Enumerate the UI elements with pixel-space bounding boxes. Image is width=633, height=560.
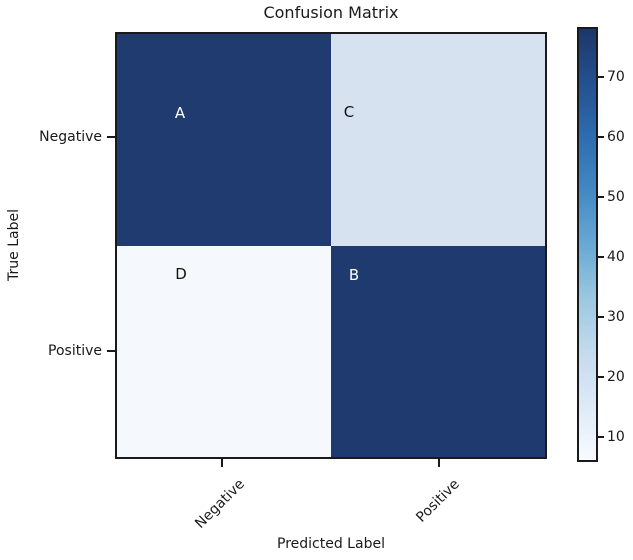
colorbar-tick-label-40: 40 xyxy=(607,249,625,265)
x-tick-mark-positive xyxy=(438,459,440,467)
x-tick-label-positive: Positive xyxy=(413,476,463,526)
cell-false-positive: C xyxy=(331,34,545,246)
y-tick-label-negative: Negative xyxy=(39,129,102,145)
cell-true-negative: A xyxy=(117,34,331,246)
heatmap: A C D B xyxy=(115,32,547,459)
x-tick-label-negative: Negative xyxy=(192,476,248,532)
cell-true-positive: B xyxy=(331,245,545,457)
colorbar-tick-mark xyxy=(598,76,604,78)
cell-text-c: C xyxy=(343,103,355,121)
colorbar-tick-mark xyxy=(598,136,604,138)
chart-title: Confusion Matrix xyxy=(263,3,399,22)
cell-text-d: D xyxy=(175,264,187,283)
y-tick-label-positive: Positive xyxy=(48,343,102,359)
colorbar-tick-label-70: 70 xyxy=(607,69,625,85)
y-axis-label: True Label xyxy=(6,209,22,281)
y-tick-mark-negative xyxy=(107,136,115,138)
cell-text-b: B xyxy=(348,265,360,284)
colorbar-tick-mark xyxy=(598,376,604,378)
colorbar-tick-label-20: 20 xyxy=(607,369,625,385)
colorbar-tick-label-60: 60 xyxy=(607,129,625,145)
colorbar-tick-label-50: 50 xyxy=(607,189,625,205)
x-axis-label: Predicted Label xyxy=(277,536,385,552)
x-tick-mark-negative xyxy=(221,459,223,467)
colorbar-tick-label-10: 10 xyxy=(607,429,625,445)
colorbar-tick-mark xyxy=(598,196,604,198)
cell-text-a: A xyxy=(174,104,186,122)
colorbar-tick-mark xyxy=(598,256,604,258)
colorbar xyxy=(577,27,598,462)
colorbar-tick-mark xyxy=(598,436,604,438)
colorbar-tick-mark xyxy=(598,316,604,318)
cell-false-negative: D xyxy=(117,245,331,457)
y-tick-mark-positive xyxy=(107,350,115,352)
colorbar-tick-label-30: 30 xyxy=(607,309,625,325)
